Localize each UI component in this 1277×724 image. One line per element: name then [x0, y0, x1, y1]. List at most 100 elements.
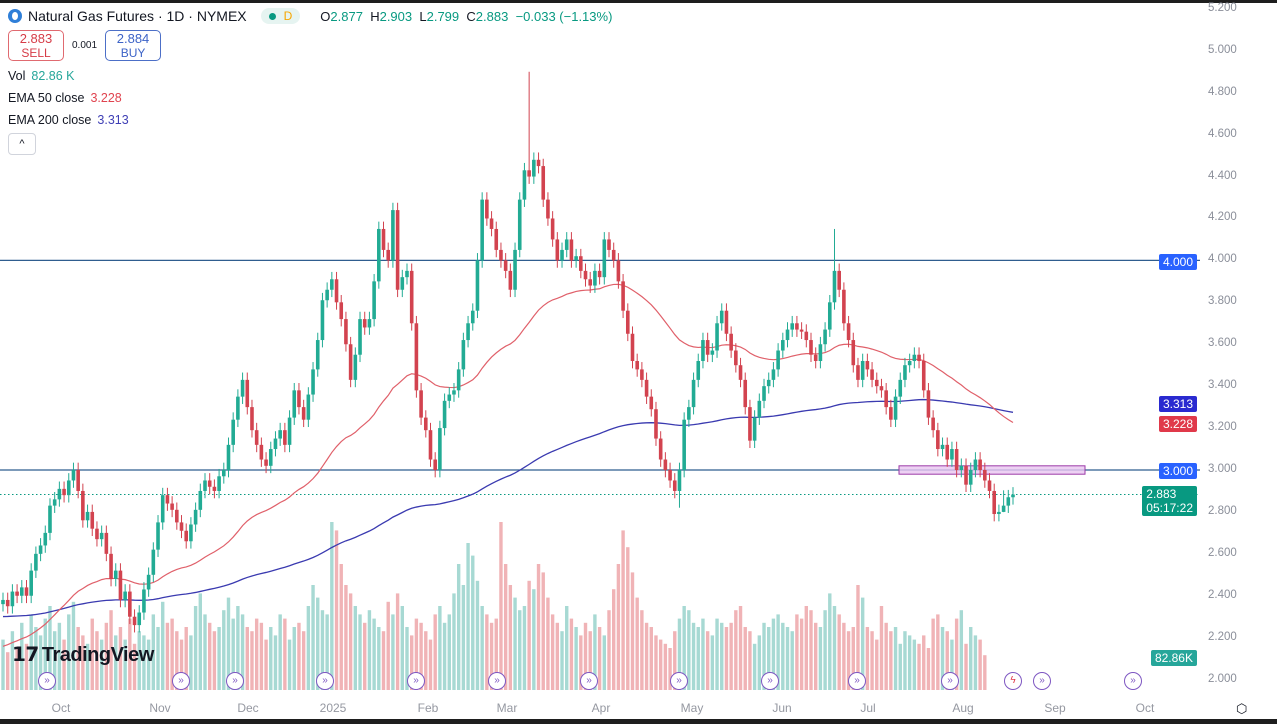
volume-bar	[917, 643, 921, 690]
candle-body	[344, 319, 348, 345]
candle-body	[57, 488, 62, 500]
volume-bar	[912, 639, 917, 690]
candle-body	[160, 495, 165, 523]
candle-body	[193, 509, 198, 525]
news-event-icon[interactable]: ϟ	[1004, 672, 1022, 690]
volume-bar	[903, 631, 907, 690]
ema50-price-tag: 3.228	[1158, 416, 1197, 432]
candle-body	[813, 354, 818, 362]
price-tick-label: 4.200	[1208, 211, 1237, 224]
volume-bar	[245, 627, 249, 690]
candle-body	[24, 587, 29, 596]
candle-body	[254, 430, 259, 445]
time-tick-label: Oct	[1135, 701, 1155, 715]
dividend-event-icon[interactable]: »	[172, 672, 190, 690]
volume-bar	[203, 614, 207, 690]
candle-body	[461, 340, 466, 370]
chevron-up-icon: ^	[19, 138, 25, 150]
dividend-event-icon[interactable]: »	[316, 672, 334, 690]
dividend-event-icon[interactable]: »	[1124, 672, 1142, 690]
volume-bar	[372, 618, 376, 690]
candle-body	[907, 361, 912, 366]
dividend-event-icon[interactable]: »	[670, 672, 688, 690]
sell-label: SELL	[21, 46, 51, 60]
candle-body	[367, 319, 372, 328]
volume-tag: 82.86K	[1150, 650, 1197, 666]
dividend-event-icon[interactable]: »	[226, 672, 244, 690]
volume-bar	[611, 589, 616, 690]
symbol-title[interactable]: Natural Gas Futures · 1D · NYMEX	[28, 8, 247, 24]
candle-body	[104, 532, 109, 554]
volume-bar	[99, 639, 104, 690]
candle-body	[517, 199, 522, 250]
indicator-ema200[interactable]: EMA 200 close 3.313	[8, 113, 612, 127]
volume-bar	[283, 618, 287, 690]
level-price-tag: 3.000	[1158, 463, 1197, 479]
settings-icon[interactable]: ⬡	[1236, 701, 1248, 716]
candle-body	[132, 616, 137, 626]
dividend-event-icon[interactable]: »	[407, 672, 425, 690]
dividend-event-icon[interactable]: »	[38, 672, 56, 690]
dividend-event-icon[interactable]: »	[488, 672, 506, 690]
candle-body	[625, 310, 630, 334]
candle-body	[301, 407, 306, 420]
candle-body	[118, 570, 123, 600]
candle-body	[19, 587, 24, 596]
dividend-event-icon[interactable]: »	[761, 672, 779, 690]
tradingview-logo[interactable]: 𝟭𝟳 TradingView	[12, 644, 154, 666]
dividend-event-icon[interactable]: »	[580, 672, 598, 690]
candle-body	[997, 511, 1001, 515]
candle-body	[146, 574, 151, 590]
time-tick-label: Dec	[237, 701, 259, 715]
candle-body	[287, 417, 292, 445]
candle-body	[10, 591, 15, 607]
spread-value: 0.001	[72, 40, 98, 51]
ema50-line	[2, 283, 1014, 647]
high-value: 2.903	[379, 8, 413, 24]
volume-bar	[983, 655, 987, 690]
candle-body	[776, 350, 780, 370]
candle-body	[358, 319, 362, 355]
volume-bar	[409, 635, 414, 690]
candle-body	[926, 390, 931, 418]
volume-bar	[57, 622, 62, 690]
candle-body	[1006, 497, 1011, 506]
dividend-event-icon[interactable]: »	[1033, 672, 1051, 690]
candle-body	[475, 260, 480, 311]
buy-button[interactable]: 2.884 BUY	[105, 30, 162, 61]
volume-bar	[287, 639, 292, 690]
candle-body	[757, 400, 762, 418]
candle-body	[968, 470, 973, 485]
volume-bar	[494, 618, 498, 690]
sell-button[interactable]: 2.883 SELL	[8, 30, 64, 61]
dividend-event-icon[interactable]: »	[941, 672, 959, 690]
candle-body	[189, 524, 193, 542]
candle-body	[1001, 505, 1006, 512]
candle-body	[433, 459, 437, 470]
volume-bar	[452, 593, 456, 690]
dividend-event-icon[interactable]: »	[848, 672, 866, 690]
sell-price: 2.883	[19, 31, 53, 46]
volume-bar	[489, 622, 494, 690]
volume-bar	[137, 631, 141, 690]
candle-body	[452, 390, 456, 395]
volume-bar	[20, 622, 24, 690]
candle-body	[579, 256, 583, 271]
candle-body	[856, 365, 860, 380]
indicator-ema50[interactable]: EMA 50 close 3.228	[8, 91, 612, 105]
indicator-volume[interactable]: Vol 82.86 K	[8, 69, 612, 83]
volume-bar	[348, 593, 353, 690]
candle-body	[546, 199, 550, 219]
volume-bar	[546, 597, 550, 690]
candle-body	[170, 503, 174, 510]
candle-body	[438, 428, 442, 470]
market-status-badge[interactable]: D	[260, 8, 301, 24]
buy-price: 2.884	[116, 31, 150, 46]
bar-countdown: 05:17:22	[1146, 501, 1193, 515]
collapse-legend-button[interactable]: ^	[8, 133, 36, 155]
volume-bar	[212, 631, 217, 690]
candle-body	[240, 379, 245, 397]
volume-bar	[870, 631, 874, 690]
volume-bar	[5, 652, 10, 690]
